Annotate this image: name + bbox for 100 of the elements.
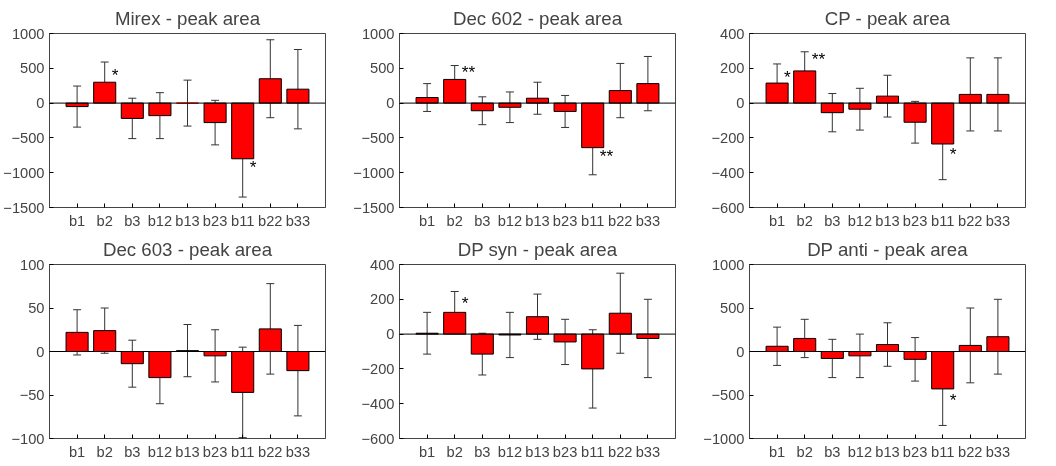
annotation: * (949, 143, 957, 164)
x-tick-label: b3 (824, 443, 841, 460)
chart-title: Dec 603 - peak area (102, 238, 273, 260)
x-tick-label: b23 (202, 443, 228, 460)
y-tick-label: 0 (736, 95, 745, 112)
x-tick-label: b2 (446, 212, 463, 229)
x-tick-label: b22 (958, 443, 983, 460)
y-tick-label: 500 (370, 60, 395, 77)
x-tick-label: b12 (147, 212, 173, 229)
x-tick-label: b33 (285, 443, 311, 460)
x-tick-label: b33 (985, 212, 1011, 229)
annotation: * (461, 292, 469, 313)
y-tick-label: −200 (711, 129, 745, 146)
x-tick-label: b13 (525, 212, 550, 229)
annotation: ** (461, 61, 476, 82)
x-tick-label: b33 (285, 212, 311, 229)
y-tick-label: −500 (361, 129, 395, 146)
x-tick-label: b1 (768, 212, 786, 229)
x-tick-label: b12 (847, 212, 873, 229)
x-tick-label: b1 (768, 443, 786, 460)
x-tick-label: b3 (474, 212, 491, 229)
x-tick-label: b11 (931, 443, 955, 460)
y-tick-label: −500 (11, 129, 45, 146)
x-tick-label: b11 (931, 212, 955, 229)
annotation: * (784, 67, 792, 87)
y-tick-label: 0 (36, 95, 45, 112)
x-tick-label: b22 (258, 212, 283, 229)
chart-title: CP - peak area (824, 7, 951, 29)
x-tick-label: b11 (581, 212, 605, 229)
y-tick-label: 200 (720, 60, 745, 77)
y-tick-label: −600 (361, 430, 395, 447)
x-tick-label: b11 (231, 443, 255, 460)
x-tick-label: b11 (581, 443, 605, 460)
y-tick-label: 500 (720, 300, 745, 316)
x-tick-label: b1 (418, 443, 436, 460)
y-tick-label: 400 (720, 25, 745, 42)
y-tick-label: 1000 (711, 256, 745, 273)
y-tick-label: 1000 (361, 25, 395, 42)
x-tick-label: b3 (824, 212, 841, 229)
x-tick-label: b2 (446, 443, 463, 460)
x-tick-label: b12 (497, 212, 523, 229)
x-tick-label: b3 (474, 443, 491, 460)
x-tick-label: b1 (68, 212, 86, 229)
x-tick-label: b22 (608, 212, 633, 229)
y-tick-label: −50 (19, 387, 45, 403)
x-tick-label: b1 (418, 212, 436, 229)
y-tick-label: 100 (20, 256, 45, 273)
x-tick-label: b23 (552, 212, 578, 229)
y-tick-label: −400 (361, 395, 395, 412)
x-tick-label: b12 (497, 443, 523, 460)
x-tick-label: b12 (847, 443, 873, 460)
annotation: ** (599, 146, 614, 166)
y-tick-label: 0 (386, 95, 395, 112)
x-tick-label: b2 (96, 443, 113, 460)
chart-title: Dec 602 - peak area (452, 7, 623, 29)
x-tick-label: b13 (875, 443, 900, 460)
y-tick-label: −600 (711, 199, 745, 216)
x-tick-label: b2 (96, 212, 113, 229)
x-tick-label: b1 (68, 443, 86, 460)
y-tick-label: −1000 (353, 164, 395, 181)
annotation: * (249, 157, 257, 178)
x-tick-label: b13 (875, 212, 900, 229)
annotation: ** (811, 48, 826, 69)
x-tick-label: b33 (635, 443, 661, 460)
x-tick-label: b23 (902, 212, 928, 229)
y-tick-label: 400 (370, 256, 395, 273)
x-tick-label: b12 (147, 443, 173, 460)
y-tick-label: 200 (370, 291, 395, 308)
x-tick-label: b22 (958, 212, 983, 229)
x-tick-label: b23 (202, 212, 228, 229)
y-tick-label: −1500 (353, 199, 395, 216)
x-tick-label: b3 (124, 443, 141, 460)
x-tick-label: b23 (902, 443, 928, 460)
y-tick-label: −1000 (703, 430, 745, 447)
y-tick-label: −400 (711, 164, 745, 181)
x-tick-label: b2 (796, 212, 813, 229)
x-tick-label: b13 (175, 443, 200, 460)
chart-title: DP anti - peak area (807, 238, 969, 260)
y-tick-label: 1000 (11, 25, 45, 42)
x-tick-label: b13 (525, 443, 550, 460)
x-tick-label: b23 (552, 443, 578, 460)
y-tick-label: 0 (386, 326, 395, 343)
y-tick-label: 0 (36, 343, 45, 360)
x-tick-label: b22 (608, 443, 633, 460)
x-tick-label: b3 (124, 212, 141, 229)
x-tick-label: b11 (231, 212, 255, 229)
x-tick-label: b22 (258, 443, 283, 460)
y-tick-label: 0 (736, 343, 745, 360)
x-tick-label: b33 (985, 443, 1011, 460)
y-tick-label: −1000 (3, 164, 45, 181)
y-tick-label: 50 (28, 300, 45, 316)
annotation: * (949, 390, 957, 411)
y-tick-label: −1500 (3, 199, 45, 216)
x-tick-label: b2 (796, 443, 813, 460)
x-tick-label: b13 (175, 212, 200, 229)
chart-title: Mirex - peak area (114, 7, 261, 29)
y-tick-label: −500 (711, 387, 745, 403)
y-tick-label: −200 (361, 360, 395, 377)
x-tick-label: b33 (635, 212, 661, 229)
annotation: * (111, 65, 119, 86)
